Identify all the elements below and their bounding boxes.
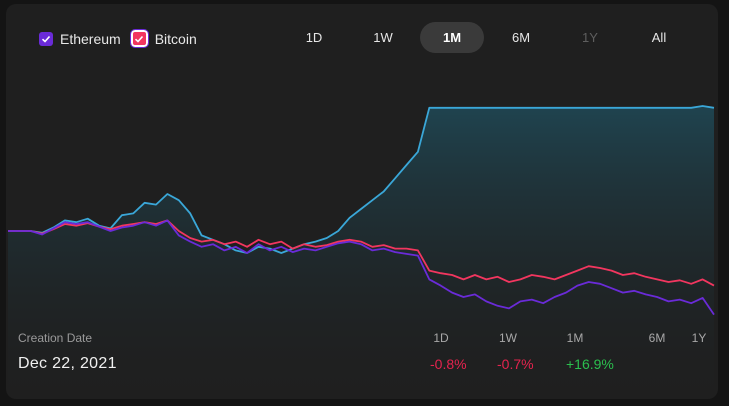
legend-item-bitcoin[interactable]: Bitcoin: [129, 29, 197, 48]
range-1d-button[interactable]: 1D: [305, 30, 323, 45]
change-label-1d: 1D: [433, 331, 449, 345]
change-label-6m: 6M: [648, 331, 666, 345]
series-line-ethereum: [8, 219, 715, 316]
legend-label-ethereum: Ethereum: [60, 30, 121, 47]
legend-label-bitcoin: Bitcoin: [154, 30, 197, 47]
range-1w-button[interactable]: 1W: [373, 30, 393, 45]
ethereum-checkbox-icon[interactable]: [39, 31, 53, 46]
line-chart: [8, 105, 715, 399]
change-label-1y: 1Y: [691, 331, 707, 345]
change-value-1d: -0.8%: [430, 356, 467, 372]
bitcoin-checkbox-icon[interactable]: [129, 29, 149, 48]
range-6m-button[interactable]: 6M: [511, 30, 531, 45]
creation-date-label: Creation Date: [18, 331, 93, 345]
range-1y-button[interactable]: 1Y: [582, 30, 598, 45]
time-range-selector: 1D 1W 1M 6M 1Y All: [282, 22, 696, 53]
change-label-1m: 1M: [566, 331, 584, 345]
series-line-bitcoin: [8, 219, 715, 287]
legend-item-ethereum[interactable]: Ethereum: [39, 31, 121, 47]
range-1m-button[interactable]: 1M: [420, 22, 484, 53]
series-area-portfolio: [8, 106, 714, 399]
portfolio-chart-card: Ethereum Bitcoin 1D 1W 1M 6M 1Y All Crea…: [6, 4, 718, 399]
range-all-button[interactable]: All: [651, 30, 667, 45]
change-value-1w: -0.7%: [497, 356, 534, 372]
change-label-1w: 1W: [499, 331, 517, 345]
series-line-portfolio: [8, 105, 715, 254]
change-value-1m: +16.9%: [566, 356, 614, 372]
chart-legend: Ethereum Bitcoin: [39, 29, 207, 48]
creation-date-value: Dec 22, 2021: [18, 355, 117, 372]
